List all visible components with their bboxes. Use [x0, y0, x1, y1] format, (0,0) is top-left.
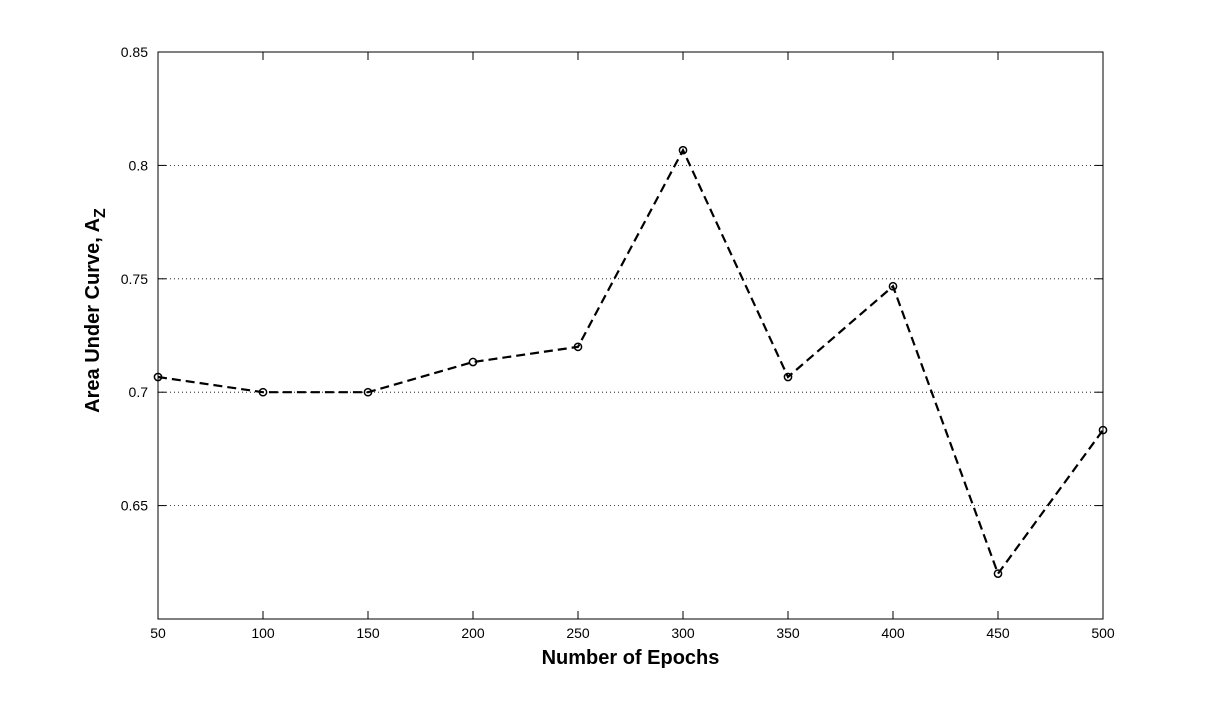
x-tick-label: 500 [1091, 625, 1115, 641]
data-point-marker [888, 281, 898, 291]
x-tick-label: 400 [881, 625, 905, 641]
x-tick-label: 250 [566, 625, 590, 641]
x-tick-labels: 50 100 150 200 250 300 350 400 450 500 [150, 625, 1115, 641]
y-tick-label: 0.7 [129, 384, 149, 400]
plot-frame [157, 51, 1104, 620]
data-point-marker [363, 387, 373, 397]
x-tick-label: 50 [150, 625, 166, 641]
x-tick-label: 200 [461, 625, 485, 641]
data-point-marker [573, 342, 583, 352]
series-line [157, 147, 1104, 576]
x-tick-label: 150 [356, 625, 380, 641]
x-tick-label: 450 [986, 625, 1010, 641]
data-point-marker [678, 145, 688, 155]
data-point-marker [258, 387, 268, 397]
y-tick-label: 0.85 [121, 44, 148, 60]
data-point-marker [468, 357, 478, 367]
y-tick-labels: 0.65 0.7 0.75 0.8 0.85 [121, 44, 148, 514]
x-tick-label: 300 [671, 625, 695, 641]
x-axis-title: Number of Epochs [542, 647, 720, 669]
data-point-marker [783, 372, 793, 382]
data-point-marker [993, 569, 1003, 578]
y-axis-title-subscript: Z [92, 208, 109, 218]
y-axis-title: Area Under Curve, AZ [82, 208, 109, 413]
y-tick-label: 0.75 [121, 271, 148, 287]
y-tick-label: 0.65 [121, 498, 148, 514]
y-tick-label: 0.8 [129, 157, 149, 173]
x-tick-label: 100 [251, 625, 275, 641]
y-axis-title-main: Area Under Curve, A [82, 218, 104, 413]
x-tick-label: 350 [776, 625, 800, 641]
